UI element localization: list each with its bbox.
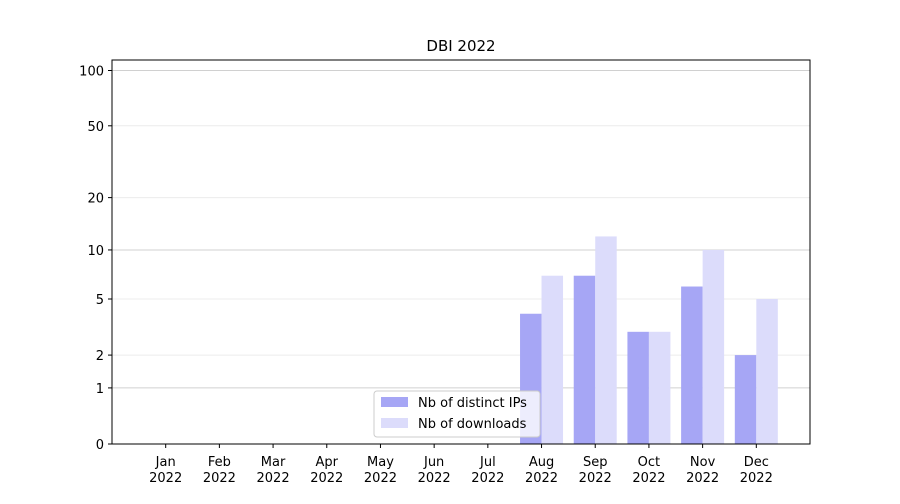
chart-title: DBI 2022 — [426, 37, 495, 55]
x-tick-label: Sep 2022 — [579, 455, 612, 486]
bar — [648, 331, 671, 444]
x-tick-label: Aug 2022 — [525, 455, 558, 486]
bar — [756, 298, 778, 444]
legend-label: Nb of distinct IPs — [418, 396, 527, 411]
legend-box — [373, 390, 541, 438]
x-tick-label: Dec 2022 — [740, 455, 773, 486]
x-tick-label: May 2022 — [364, 455, 397, 486]
bar — [595, 236, 617, 444]
y-tick-label: 20 — [87, 192, 104, 207]
y-tick-label: 2 — [96, 349, 104, 364]
x-tick-label: Jun 2022 — [418, 455, 451, 486]
x-tick-label: Apr 2022 — [310, 455, 343, 486]
legend-swatch — [381, 418, 408, 428]
bar — [734, 355, 757, 444]
x-tick-label: Jul 2022 — [471, 455, 504, 486]
x-tick-label: Oct 2022 — [632, 455, 665, 486]
y-tick-label: 0 — [96, 438, 104, 453]
bar — [681, 286, 703, 444]
x-tick-label: Mar 2022 — [257, 455, 290, 486]
plot-frame — [111, 59, 811, 445]
y-tick-label: 5 — [96, 293, 104, 308]
x-tick-label: Nov 2022 — [686, 455, 719, 486]
legend-swatch — [381, 397, 408, 407]
y-tick-label: 10 — [87, 244, 104, 259]
bar — [702, 249, 725, 444]
bar — [573, 275, 596, 444]
y-tick-label: 1 — [96, 382, 104, 397]
x-tick-label: Jan 2022 — [149, 455, 182, 486]
y-tick-label: 100 — [79, 65, 104, 80]
x-tick-label: Feb 2022 — [203, 455, 236, 486]
legend-label: Nb of downloads — [418, 417, 527, 432]
y-tick-label: 50 — [87, 120, 104, 135]
bar — [627, 331, 649, 444]
bar — [541, 275, 564, 444]
